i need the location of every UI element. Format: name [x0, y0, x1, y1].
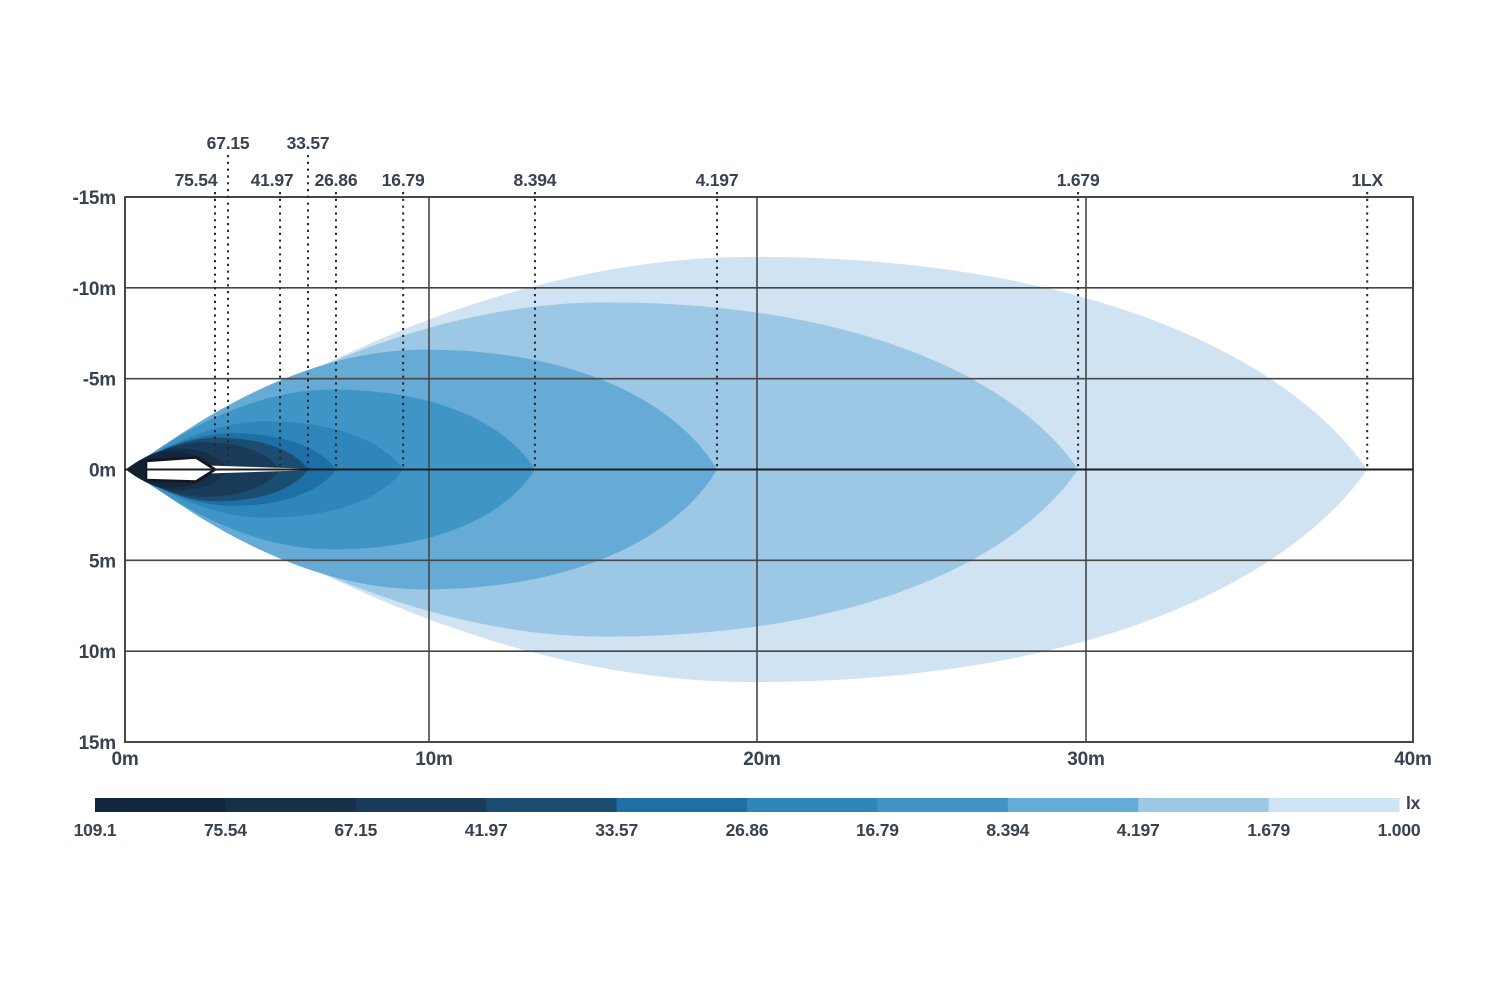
- contour-label-41.97: 41.97: [251, 170, 294, 190]
- scale-label-1.000: 1.000: [1378, 820, 1421, 840]
- contour-marker-lines: [213, 155, 1369, 469]
- contour-label-33.57: 33.57: [287, 133, 330, 153]
- lamp-marker: [125, 456, 1413, 483]
- y-tick-5m: 5m: [89, 551, 116, 572]
- scale-segment-2: [225, 798, 357, 812]
- scale-segment-6: [747, 798, 878, 812]
- contour-label-26.86: 26.86: [315, 170, 358, 190]
- scale-label-33.57: 33.57: [595, 820, 638, 840]
- contour-label-16.79: 16.79: [382, 170, 425, 190]
- contour-value-labels: 1LX 1.679 4.197 8.394 16.79 26.86 33.57 41.9767…: [175, 133, 1384, 190]
- x-tick-40m: 40m: [1394, 749, 1431, 770]
- y-tick--15m: -15m: [72, 188, 116, 209]
- y-tick-0m: 0m: [89, 461, 116, 482]
- scale-label-16.79: 16.79: [856, 820, 899, 840]
- scale-segment-7: [877, 798, 1009, 812]
- x-tick-30m: 30m: [1067, 749, 1104, 770]
- color-scale-unit-label: lx: [1406, 793, 1421, 813]
- scale-segment-3: [355, 798, 487, 812]
- scale-segment-8: [1007, 798, 1139, 812]
- scale-label-1.679: 1.679: [1247, 820, 1290, 840]
- y-tick--10m: -10m: [72, 279, 116, 300]
- y-tick-15m: 15m: [79, 733, 116, 754]
- scale-label-8.394: 8.394: [986, 820, 1029, 840]
- y-tick--5m: -5m: [83, 370, 116, 391]
- scale-segment-1: [95, 798, 226, 812]
- y-tick-10m: 10m: [79, 642, 116, 663]
- scale-label-26.86: 26.86: [726, 820, 769, 840]
- scale-label-109.1: 109.1: [74, 820, 117, 840]
- x-tick-0m: 0m: [111, 749, 138, 770]
- x-axis-tick-labels: 0m 10m 20m 30m 40m: [111, 749, 1431, 770]
- contour-label-75.54: 75.54: [175, 170, 218, 190]
- scale-label-4.197: 4.197: [1117, 820, 1160, 840]
- contour-label-67.15: 67.15: [207, 133, 250, 153]
- contour-label-8.394: 8.394: [514, 170, 557, 190]
- x-tick-10m: 10m: [415, 749, 452, 770]
- scale-segment-9: [1138, 798, 1270, 812]
- contour-label-1.000: 1LX: [1351, 170, 1383, 190]
- scale-segment-10: [1268, 798, 1400, 812]
- scale-segment-5: [616, 798, 748, 812]
- lux-color-scale: 109.1 75.54 67.15 41.97 33.57 26.86 16.79 8.394…: [74, 798, 1421, 840]
- scale-label-41.97: 41.97: [465, 820, 508, 840]
- contour-label-4.197: 4.197: [696, 170, 739, 190]
- scale-label-67.15: 67.15: [334, 820, 377, 840]
- y-axis-tick-labels: -15m -10m -5m 0m 5m 10m 15m: [72, 188, 116, 754]
- x-tick-20m: 20m: [743, 749, 780, 770]
- scale-label-75.54: 75.54: [204, 820, 247, 840]
- scale-segment-4: [486, 798, 618, 812]
- contour-label-1.679: 1.679: [1057, 170, 1100, 190]
